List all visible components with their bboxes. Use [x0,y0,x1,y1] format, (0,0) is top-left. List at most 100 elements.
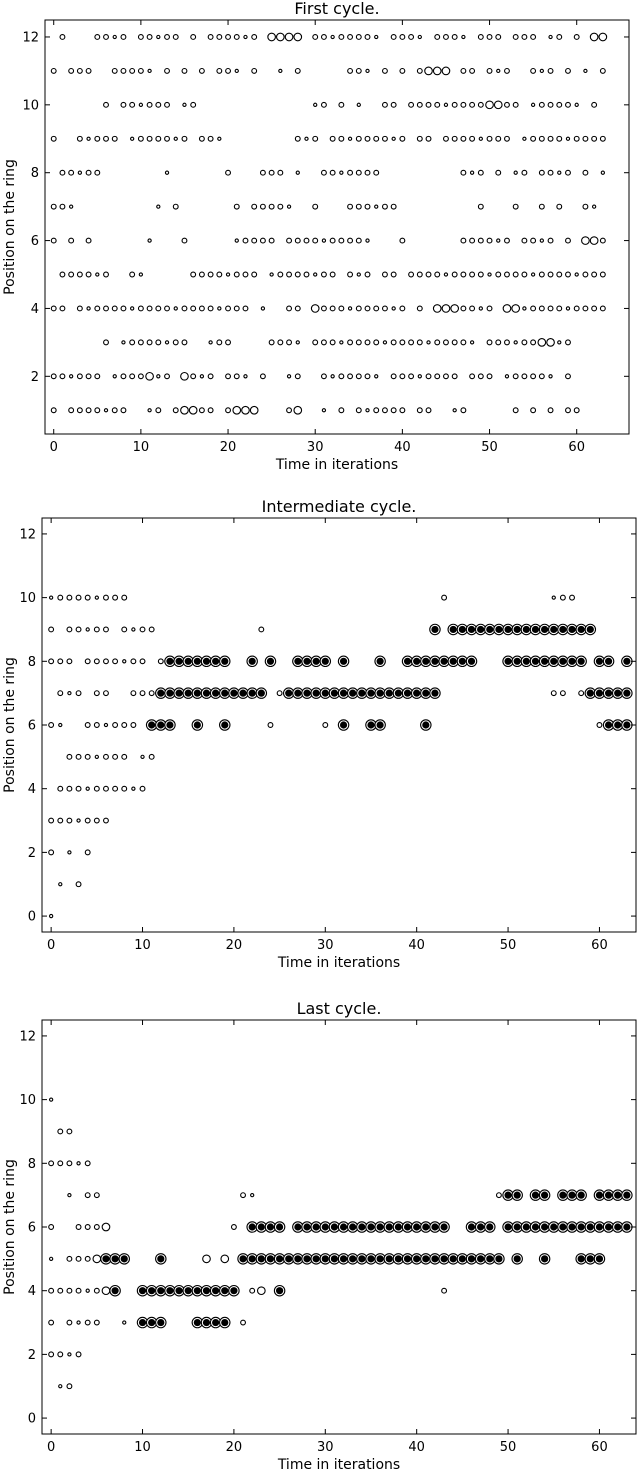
data-point [148,690,155,697]
data-point [451,271,458,278]
data-point [322,722,329,728]
data-point [504,135,510,142]
data-point [77,170,83,175]
data-point [68,169,75,176]
occupied-point-center [157,721,165,729]
occupied-point-center [184,657,192,665]
data-point [57,690,64,697]
data-point [408,339,415,346]
data-point [121,753,128,760]
data-point [425,271,432,278]
data-point [75,1351,82,1358]
occupied-point-center [339,689,348,697]
y-axis-label: Position on the ring [2,657,18,793]
data-point [164,373,170,380]
data-point [207,407,214,414]
data-point [148,626,155,633]
data-point [122,659,127,664]
occupied-point-center [166,689,174,697]
data-point [84,1255,91,1262]
data-point [93,817,100,824]
data-point [496,68,501,74]
occupied-point-center [212,1287,220,1295]
data-point [512,101,519,108]
data-point [85,67,92,74]
occupied-point-center [504,1223,512,1231]
data-point [240,1319,246,1326]
data-point [57,785,64,792]
data-point [76,818,81,823]
data-point [121,340,126,345]
y-tick-label: 12 [22,30,39,45]
data-point [48,1319,55,1326]
data-point [477,203,484,210]
occupied-point-center [586,1255,594,1263]
y-tick-label: 8 [28,1157,36,1172]
occupied-point-center [111,1255,119,1263]
data-point [399,237,406,244]
data-point [103,408,109,413]
y-tick-label: 4 [31,302,39,317]
data-point [137,339,144,346]
data-point [486,373,493,380]
data-point [94,407,101,414]
occupied-point-center [312,1223,320,1231]
data-point [460,101,467,108]
data-point [320,271,327,278]
data-point [84,594,91,601]
occupied-point-center [623,657,631,665]
data-point [469,135,476,142]
occupied-point-center [157,1318,165,1327]
data-point [94,595,99,600]
data-point [469,271,476,278]
data-point [432,304,442,313]
chart-title: Last cycle. [297,999,382,1018]
occupied-point-center [403,689,412,697]
data-point [365,408,370,413]
data-point [390,271,397,278]
data-point [198,271,205,278]
data-point [59,271,66,278]
data-point [434,373,441,380]
data-point [434,34,441,40]
data-point [320,169,327,176]
data-point [137,135,144,142]
data-point [547,407,554,414]
data-point [591,135,598,142]
data-point [76,305,83,312]
data-point [495,34,502,40]
data-point [103,690,109,697]
data-point [486,339,493,346]
occupied-point-center [504,657,512,665]
data-point [112,594,119,601]
occupied-point-center [449,625,457,634]
data-point [251,34,258,40]
data-point [140,754,145,759]
occupied-point-center [431,689,439,697]
data-point [312,237,319,244]
x-tick-label: 10 [134,938,151,953]
data-point [146,305,153,312]
occupied-point-center [294,689,302,697]
data-point [293,405,303,415]
data-point [495,339,502,346]
occupied-point-center [193,1287,201,1295]
data-point [57,658,64,665]
data-point [599,67,606,74]
data-point [469,101,476,108]
data-point [85,373,92,380]
data-point [355,169,362,176]
data-point [452,408,457,413]
data-point [181,135,188,142]
data-point [522,136,527,141]
occupied-point-center [166,1287,174,1295]
data-point [547,135,554,142]
x-tick-label: 0 [47,938,55,953]
occupied-point-center [230,1287,238,1295]
occupied-point-center [403,1223,412,1231]
data-point [347,67,354,74]
data-point [225,169,231,176]
data-point [225,339,231,346]
data-point [294,305,301,312]
